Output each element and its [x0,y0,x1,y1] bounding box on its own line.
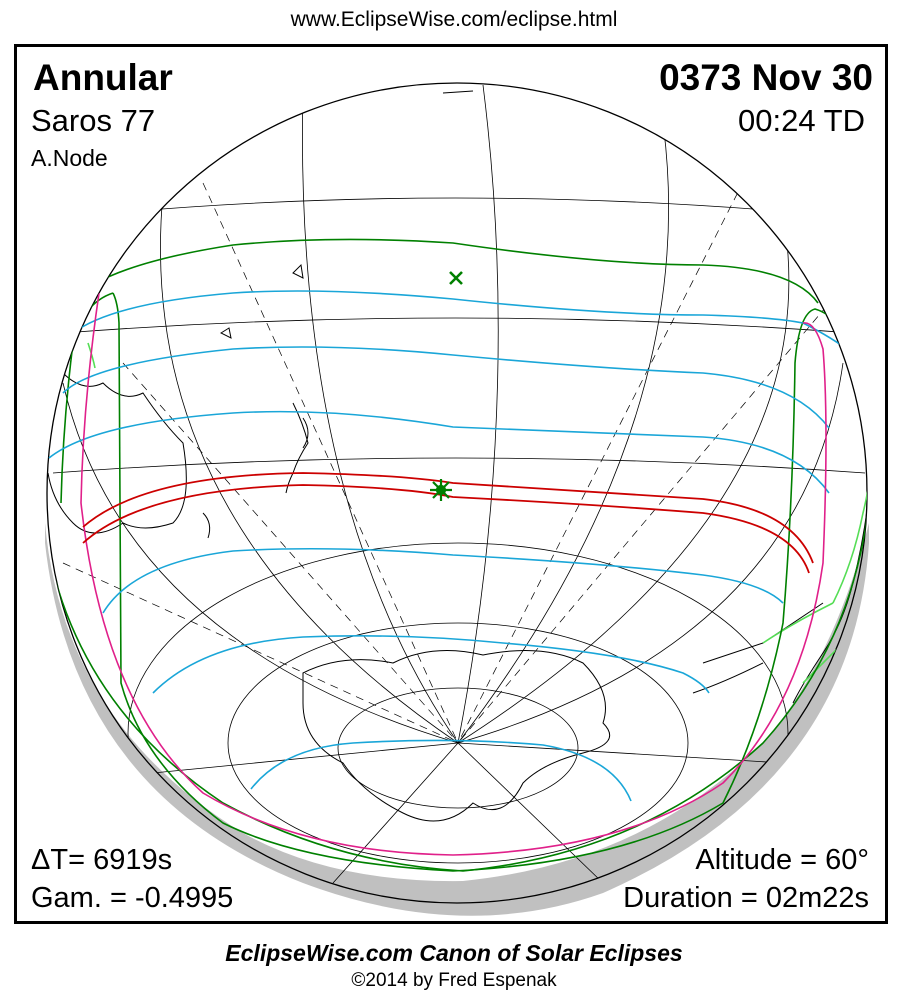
delta-t: ΔT= 6919s [31,844,173,876]
saros-number: Saros 77 [31,103,156,138]
sun-altitude: Altitude = 60° [695,844,869,876]
rise-set-curves [80,292,827,856]
node-label: A.Node [31,145,108,171]
eclipse-type: Annular [33,57,173,98]
eclipse-date: 0373 Nov 30 [659,57,873,98]
globe-map [45,82,869,916]
eclipse-map-frame: Annular Saros 77 A.Node 0373 Nov 30 00:2… [14,44,888,924]
gamma: Gam. = -0.4995 [31,882,234,914]
subsolar-point-marker [449,271,463,285]
magnitude-curves [48,290,864,802]
graticule [52,84,866,903]
eclipse-time: 00:24 TD [738,103,865,138]
greatest-eclipse-marker [430,479,452,501]
footer-copyright: ©2014 by Fred Espenak [351,970,557,991]
penumbral-limits [47,238,867,872]
header-url: www.EclipseWise.com/eclipse.html [290,8,618,31]
central-path [82,472,814,574]
central-duration: Duration = 02m22s [623,882,869,914]
footer-title: EclipseWise.com Canon of Solar Eclipses [225,940,683,966]
